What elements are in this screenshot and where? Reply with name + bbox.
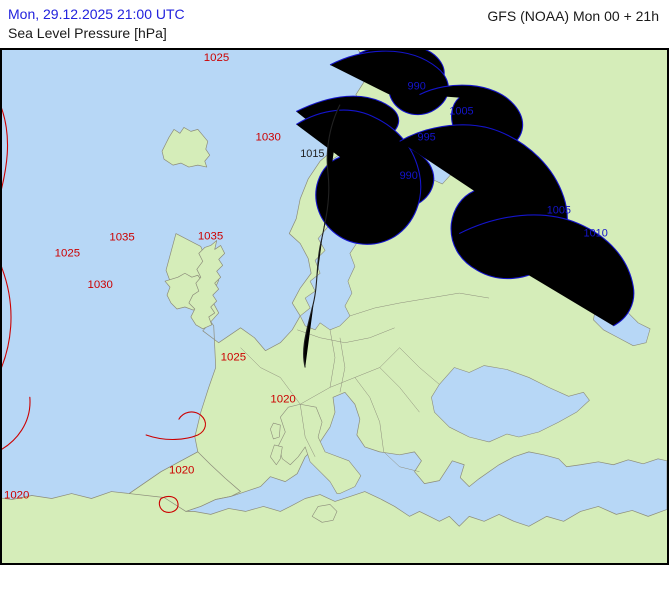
svg-text:990: 990: [408, 81, 426, 93]
svg-text:1025: 1025: [221, 352, 246, 364]
svg-text:1015: 1015: [300, 148, 324, 160]
svg-text:1035: 1035: [198, 231, 223, 243]
svg-text:1020: 1020: [4, 490, 29, 502]
svg-text:995: 995: [418, 131, 436, 143]
svg-text:1005: 1005: [449, 106, 473, 118]
svg-text:1025: 1025: [204, 52, 229, 64]
svg-text:1020: 1020: [270, 393, 295, 405]
svg-text:1035: 1035: [109, 232, 134, 244]
svg-text:1025: 1025: [55, 247, 80, 259]
svg-text:1030: 1030: [87, 279, 112, 291]
svg-text:1010: 1010: [584, 228, 608, 240]
svg-text:1020: 1020: [169, 465, 194, 477]
svg-text:990: 990: [400, 170, 418, 182]
svg-text:1030: 1030: [255, 131, 280, 143]
svg-text:1005: 1005: [547, 205, 571, 217]
